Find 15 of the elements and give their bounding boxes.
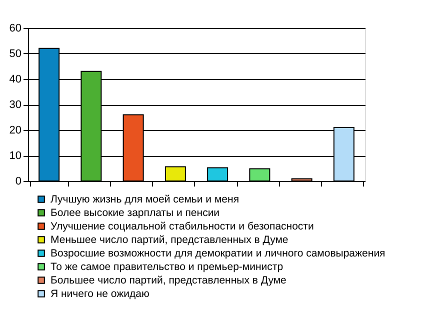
legend-label: Меньшее число партий, представленных в Думе xyxy=(50,234,288,246)
y-tick-label: 10 xyxy=(9,150,22,162)
legend-label: Более высокие зарплаты и пенсии xyxy=(50,206,220,219)
legend-label: То же самое правительство и премьер-министр xyxy=(50,260,284,273)
y-tick-label: 50 xyxy=(9,48,22,60)
legend-label: Лучшую жизнь для моей семьи и меня xyxy=(50,193,240,206)
y-tick-label: 20 xyxy=(9,124,22,136)
legend-label: Большее число партий, представленных в Думе xyxy=(50,274,287,286)
legend-label: Возросшие возможности для демократии и личного самовыражения xyxy=(50,247,386,260)
legend-label: Я ничего не ожидаю xyxy=(50,288,150,300)
y-tick-label: 40 xyxy=(9,74,22,86)
legend-label: Улучшение социальной стабильности и безопасности xyxy=(50,220,314,232)
y-tick-label: 60 xyxy=(9,22,22,34)
y-tick-label: 30 xyxy=(9,99,22,111)
y-tick-label: 0 xyxy=(15,176,22,188)
